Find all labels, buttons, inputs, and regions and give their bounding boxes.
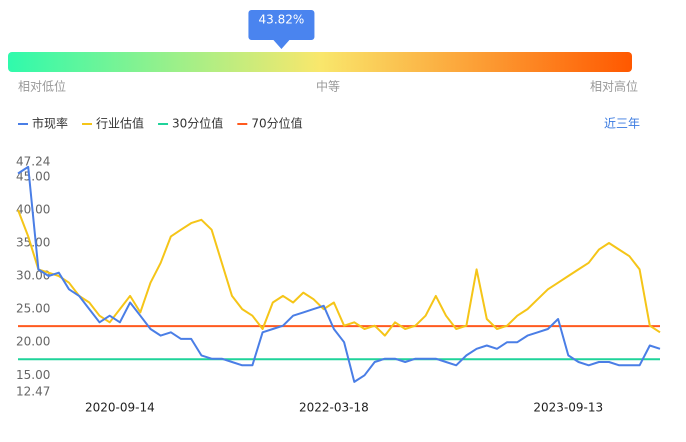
range-option[interactable]: 近三年 <box>604 117 640 131</box>
y-tick-label: 25.00 <box>16 302 50 316</box>
y-tick-label: 20.00 <box>16 335 50 349</box>
percentile-bar <box>8 52 632 72</box>
y-tick-label: 15.00 <box>16 368 50 382</box>
legend-label: 70分位值 <box>251 116 302 131</box>
series-line <box>17 209 661 337</box>
tooltip <box>248 10 315 49</box>
x-tick-label: 2022-03-18 <box>299 401 369 415</box>
y-tick-label: 45.00 <box>16 169 50 183</box>
y-tick-label: 47.24 <box>16 155 50 169</box>
scale-label: 相对低位 <box>18 79 66 94</box>
legend-label: 行业估值 <box>96 116 144 131</box>
x-tick-label: 2020-09-14 <box>85 401 155 415</box>
y-tick-label: 35.00 <box>16 235 50 249</box>
legend-label: 市现率 <box>32 116 68 131</box>
y-tick-label: 12.47 <box>16 385 50 399</box>
legend-label: 30分位值 <box>172 116 223 131</box>
series-line <box>17 165 661 383</box>
scale-label: 相对高位 <box>590 79 638 94</box>
x-tick-label: 2023-09-13 <box>533 401 603 415</box>
tooltip-label: 43.82% <box>259 13 305 27</box>
scale-label: 中等 <box>316 79 340 94</box>
